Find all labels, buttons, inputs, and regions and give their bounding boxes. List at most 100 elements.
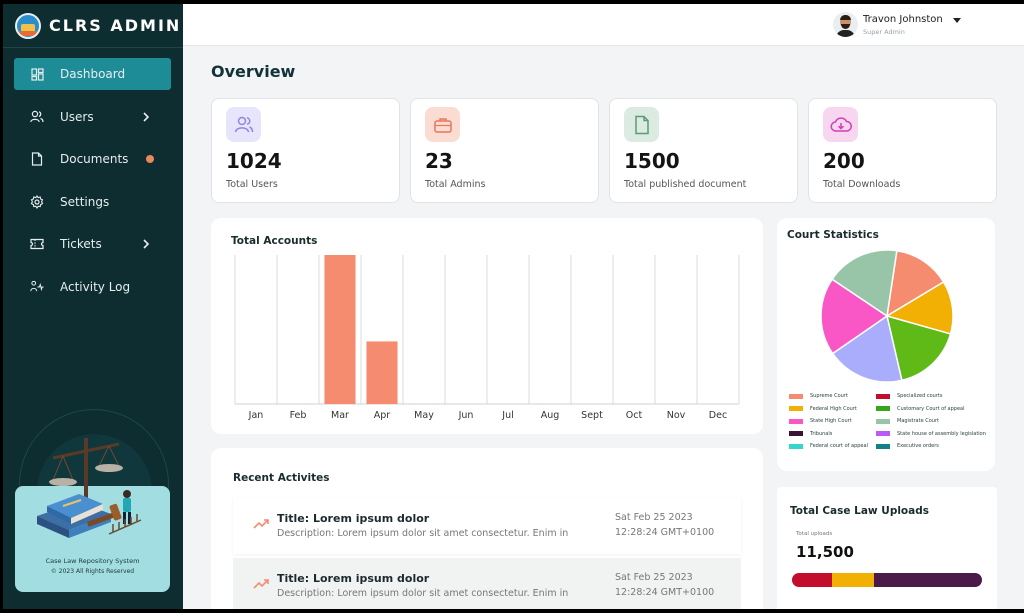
pie-slice[interactable] [820, 278, 889, 355]
legend-swatch [876, 418, 890, 424]
trend-icon [253, 519, 269, 529]
activity-description: Description: Lorem ipsum dolor sit amet … [277, 588, 569, 599]
legend-label: State house of assembly legislation [897, 430, 986, 437]
sidebar-item-documents[interactable]: Documents [14, 143, 171, 175]
legend-label: Federal court of appeal [810, 443, 868, 450]
activity-item[interactable]: Title: Lorem ipsum dolor Description: Lo… [233, 498, 741, 554]
pie-slice[interactable] [885, 314, 952, 382]
legend-label: Federal High Court [810, 405, 857, 412]
copyright-text: © 2023 All Rights Reserved [50, 568, 135, 575]
legend-swatch [789, 393, 803, 399]
activity-title: Title: Lorem ipsum dolor [277, 512, 430, 525]
sidebar-item-label: Dashboard [60, 67, 126, 81]
legend-item: Specialized courts [876, 393, 942, 399]
users-icon [30, 110, 44, 124]
x-tick-label: May [414, 410, 434, 421]
activity-item[interactable]: Title: Lorem ipsum dolor Description: Lo… [233, 558, 741, 609]
x-tick-label: Feb [290, 410, 307, 421]
notification-badge [146, 155, 154, 163]
pie-slice[interactable] [831, 314, 903, 383]
case-uploads-card: Total Case Law Uploads Total uploads 11,… [777, 487, 997, 609]
system-name: Case Law Repository System [45, 557, 140, 565]
x-tick-label: Sept [581, 410, 603, 421]
stat-card-total-downloads: 200 Total Downloads [808, 98, 997, 203]
x-tick-label: Dec [709, 410, 727, 421]
users-icon [226, 107, 261, 142]
chevron-right-icon[interactable] [139, 237, 153, 251]
uploads-sub-label: Total uploads [796, 531, 833, 537]
page-title: Overview [211, 62, 296, 81]
total-accounts-card: Total Accounts Jan Feb Mar Apr May Jun Jul Aug S… [211, 218, 763, 434]
x-tick-label: Mar [331, 410, 349, 421]
legend-swatch [789, 443, 803, 449]
uploads-value: 11,500 [796, 543, 854, 561]
x-tick-label: Aug [541, 410, 560, 421]
legend-label: Specialized courts [897, 393, 943, 399]
brand-name: CLRS ADMIN [49, 16, 182, 35]
court-statistics-pie-chart [820, 249, 954, 383]
x-tick-label: Jun [458, 410, 474, 421]
stat-value: 200 [823, 149, 865, 173]
activity-date: Sat Feb 25 2023 [615, 512, 693, 523]
legend-swatch [876, 393, 890, 399]
legend-item: State High Court [789, 418, 852, 424]
document-icon [624, 107, 659, 142]
dashboard-icon [30, 67, 44, 81]
brand[interactable]: CLRS ADMIN [3, 4, 183, 48]
activity-icon [30, 280, 44, 294]
app-window: CLRS ADMIN Dashboard Users [3, 4, 1024, 609]
user-info: Travon Johnston Super Admin [863, 14, 943, 36]
activity-title: Title: Lorem ipsum dolor [277, 572, 430, 585]
legend-swatch [789, 418, 803, 424]
sidebar-item-activity-log[interactable]: Activity Log [14, 271, 171, 303]
uploads-segment [831, 573, 874, 587]
stat-value: 1024 [226, 149, 282, 173]
legend-item: State house of assembly legislation [876, 431, 986, 437]
legend-item: Tribunals [789, 431, 832, 437]
x-tick-label: Jan [248, 410, 264, 421]
document-icon [30, 152, 44, 166]
legend-swatch [876, 431, 890, 437]
gear-icon [30, 194, 44, 209]
activity-time: 12:28:24 GMT+0100 [615, 527, 715, 538]
sidebar-item-users[interactable]: Users [14, 101, 171, 133]
sidebar-item-dashboard[interactable]: Dashboard [14, 58, 171, 90]
x-tick-label: Nov [667, 410, 686, 421]
total-accounts-bar-chart: Jan Feb Mar Apr May Jun Jul Aug Sept Oct Nov Dec [234, 255, 740, 421]
legend-swatch [876, 443, 890, 449]
sidebar: CLRS ADMIN Dashboard Users [3, 4, 183, 609]
sidebar-item-tickets[interactable]: Tickets [14, 228, 171, 260]
sidebar-item-settings[interactable]: Settings [14, 186, 171, 218]
chevron-right-icon[interactable] [139, 110, 153, 124]
stat-card-total-users: 1024 Total Users [211, 98, 400, 203]
pie-slice[interactable] [831, 249, 898, 318]
sidebar-item-label: Tickets [60, 237, 102, 251]
sidebar-item-label: Activity Log [60, 279, 131, 294]
bar-apr[interactable] [366, 341, 398, 404]
uploads-segment [873, 573, 982, 587]
legend-label: Magistrate Court [897, 418, 939, 425]
pie-slice[interactable] [886, 249, 945, 318]
avatar[interactable] [833, 12, 858, 37]
user-role: Super Admin [863, 27, 905, 36]
legend-label: Supreme Court [810, 393, 848, 399]
card-title: Total Accounts [231, 235, 318, 247]
legend-swatch [789, 406, 803, 412]
stat-label: Total published document [624, 179, 747, 190]
legend-item: Federal High Court [789, 406, 857, 412]
legend-label: Tribunals [810, 430, 833, 437]
user-menu[interactable]: Travon Johnston Super Admin [833, 12, 961, 37]
caret-down-icon[interactable] [952, 18, 961, 23]
sidebar-item-label: Documents [60, 152, 129, 166]
legend-label: Executive orders [897, 443, 939, 450]
legend-label: Customary Court of appeal [897, 405, 965, 412]
stat-label: Total Users [226, 179, 278, 190]
stat-card-total-admins: 23 Total Admins [410, 98, 599, 203]
card-title: Court Statistics [787, 229, 879, 241]
legend-item: Executive orders [876, 443, 939, 449]
stat-value: 1500 [624, 149, 680, 173]
bar-mar[interactable] [324, 255, 356, 404]
stat-label: Total Downloads [823, 179, 901, 190]
x-tick-label: Oct [626, 410, 643, 421]
briefcase-icon [425, 107, 460, 142]
